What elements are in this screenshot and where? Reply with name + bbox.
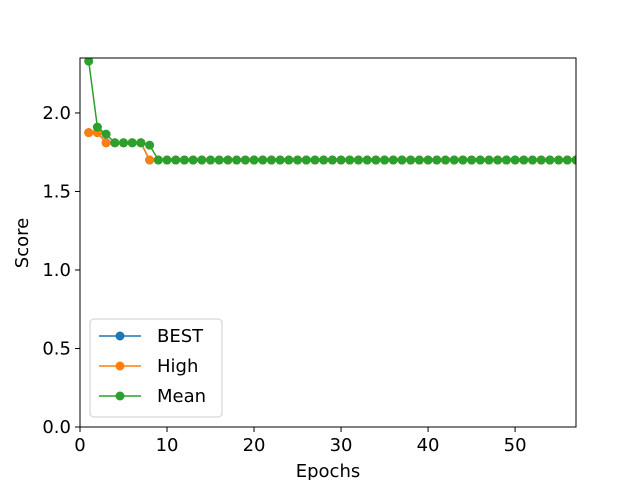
data-point-mean (284, 155, 294, 165)
y-axis-label: Score (12, 218, 33, 268)
data-point-mean (206, 155, 216, 165)
data-point-mean (449, 155, 459, 165)
x-tick-label: 40 (417, 435, 440, 456)
legend-marker-mean (115, 391, 125, 401)
data-point-mean (92, 122, 102, 132)
data-point-mean (171, 155, 181, 165)
data-point-mean (319, 155, 329, 165)
legend: BEST High Mean (89, 318, 223, 418)
data-point-mean (266, 155, 276, 165)
data-point-mean (571, 155, 576, 165)
data-point-high (145, 155, 155, 165)
data-point-mean (345, 155, 355, 165)
data-point-mean (554, 155, 564, 165)
data-point-mean (493, 155, 503, 165)
data-point-mean (510, 155, 520, 165)
data-point-mean (467, 155, 477, 165)
data-point-mean (119, 138, 129, 148)
data-point-mean (484, 155, 494, 165)
data-point-mean (440, 155, 450, 165)
data-point-mean (562, 155, 572, 165)
data-point-mean (397, 155, 407, 165)
data-point-mean (545, 155, 555, 165)
data-point-mean (127, 138, 137, 148)
data-point-high (101, 138, 111, 148)
legend-label-best: BEST (157, 326, 204, 347)
y-tick-label: 1.0 (42, 260, 71, 281)
x-tick-label: 20 (243, 435, 266, 456)
series-layer (84, 58, 576, 165)
x-tick-label: 50 (504, 435, 527, 456)
data-point-mean (301, 155, 311, 165)
y-tick-label: 0.5 (42, 338, 71, 359)
data-point-mean (327, 155, 337, 165)
data-point-mean (362, 155, 372, 165)
data-point-mean (293, 155, 303, 165)
data-point-mean (536, 155, 546, 165)
data-point-mean (527, 155, 537, 165)
x-tick-label: 10 (156, 435, 179, 456)
y-tick-label: 1.5 (42, 181, 71, 202)
data-point-mean (214, 155, 224, 165)
data-point-mean (110, 138, 120, 148)
data-point-mean (197, 155, 207, 165)
data-point-mean (162, 155, 172, 165)
data-point-mean (371, 155, 381, 165)
data-point-mean (406, 155, 416, 165)
data-point-mean (388, 155, 398, 165)
data-point-mean (84, 58, 94, 66)
x-tick-label: 30 (330, 435, 353, 456)
y-axis: 0.0 0.5 1.0 1.5 2.0 (42, 103, 80, 438)
data-point-mean (475, 155, 485, 165)
data-point-mean (188, 155, 198, 165)
data-point-mean (232, 155, 242, 165)
data-point-mean (153, 155, 163, 165)
y-tick-label: 0.0 (42, 417, 71, 438)
data-point-mean (458, 155, 468, 165)
legend-label-high: High (157, 356, 198, 377)
data-point-mean (145, 140, 155, 150)
x-axis-label: Epochs (296, 461, 361, 480)
data-point-high (84, 128, 94, 138)
data-point-mean (101, 129, 111, 139)
series-mean (84, 58, 576, 165)
data-point-mean (380, 155, 390, 165)
data-point-mean (423, 155, 433, 165)
data-point-mean (136, 138, 146, 148)
x-axis: 0 10 20 30 40 50 (74, 427, 527, 456)
plot-frame (79, 57, 577, 428)
legend-marker-best (115, 331, 125, 341)
data-point-mean (336, 155, 346, 165)
data-point-mean (223, 155, 233, 165)
data-point-mean (240, 155, 250, 165)
data-point-mean (258, 155, 268, 165)
data-point-mean (432, 155, 442, 165)
data-point-mean (353, 155, 363, 165)
legend-marker-high (115, 361, 125, 371)
legend-box (89, 318, 223, 418)
data-point-mean (501, 155, 511, 165)
data-point-mean (414, 155, 424, 165)
data-point-mean (519, 155, 529, 165)
legend-label-mean: Mean (157, 386, 206, 407)
data-point-mean (249, 155, 259, 165)
data-point-mean (310, 155, 320, 165)
y-tick-label: 2.0 (42, 103, 71, 124)
data-point-mean (179, 155, 189, 165)
x-tick-label: 0 (74, 435, 85, 456)
data-point-mean (275, 155, 285, 165)
